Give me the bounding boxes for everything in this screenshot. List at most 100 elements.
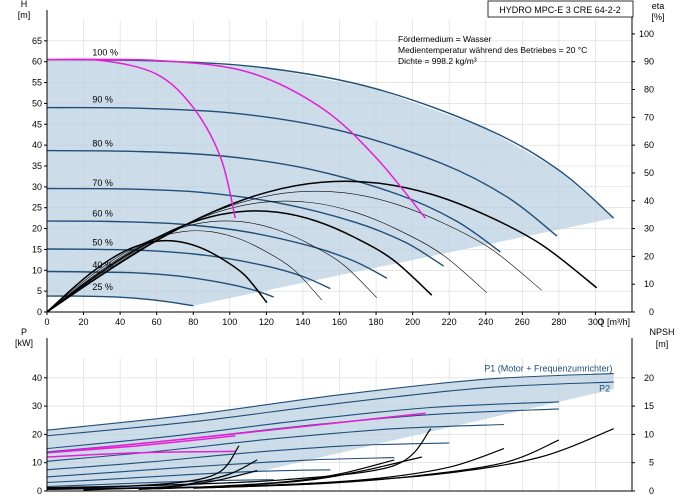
y-tick-label: 25 xyxy=(32,203,42,213)
x-tick-label: 200 xyxy=(405,317,420,327)
y-tick-label-right: 80 xyxy=(644,85,654,95)
y-tick-label-right: 50 xyxy=(644,168,654,178)
y-axis-label: H xyxy=(21,0,28,9)
efficiency-curve xyxy=(46,220,378,313)
x-tick-label: 260 xyxy=(515,317,530,327)
speed-curve xyxy=(46,187,445,267)
y-axis-unit-right: [%] xyxy=(651,12,664,22)
y-tick-label-right: 30 xyxy=(644,224,654,234)
efficiency-curve xyxy=(46,180,598,313)
p-tick-label: 30 xyxy=(32,401,42,411)
y-axis-unit: [m] xyxy=(18,10,31,20)
npsh-axis-unit: [m] xyxy=(656,339,669,349)
efficiency-curve xyxy=(46,230,323,313)
power-curve xyxy=(46,442,450,471)
x-tick-label: 140 xyxy=(295,317,310,327)
speed-curve xyxy=(46,220,388,279)
efficiency-curve xyxy=(46,239,268,313)
x-tick-label: 240 xyxy=(478,317,493,327)
y-tick-label: 40 xyxy=(32,140,42,150)
power-best-curve xyxy=(46,412,426,454)
power-curve xyxy=(46,423,505,462)
x-tick-label: 160 xyxy=(332,317,347,327)
y-tick-label: 15 xyxy=(32,244,42,254)
x-tick-label: 20 xyxy=(79,317,89,327)
y-tick-label: 55 xyxy=(32,78,42,88)
p-axis-unit: [kW] xyxy=(15,338,33,348)
efficiency-curve xyxy=(46,200,487,313)
x-tick-label: 220 xyxy=(442,317,457,327)
x-tick-label: 100 xyxy=(222,317,237,327)
speed-curve xyxy=(46,248,331,290)
annotation: Dichte = 998.2 kg/m³ xyxy=(398,56,477,66)
power-envelope xyxy=(47,373,614,490)
best-efficiency-curve xyxy=(46,58,426,219)
x-tick-label: 120 xyxy=(259,317,274,327)
speed-curve-label: 90 % xyxy=(92,95,113,105)
power-curve xyxy=(46,401,559,450)
y-tick-label: 35 xyxy=(32,161,42,171)
npsh-curve xyxy=(193,448,505,489)
npsh-curve xyxy=(138,459,395,490)
y-axis-label-right: eta xyxy=(652,1,665,11)
x-tick-label: 0 xyxy=(44,317,49,327)
y-tick-label: 45 xyxy=(32,119,42,129)
speed-curve-label: 60 % xyxy=(92,208,113,218)
y-tick-label-right: 20 xyxy=(644,251,654,261)
y-tick-label: 50 xyxy=(32,98,42,108)
y-tick-label-right: 60 xyxy=(644,140,654,150)
y-tick-label-right: 0 xyxy=(649,307,654,317)
x-tick-label: 80 xyxy=(188,317,198,327)
power-npsh-chart: 0 10 20 30 40 0 5 10 15 20 P[kW] NPSH [m] P1 (Motor +… xyxy=(15,327,675,496)
series-label: P2 xyxy=(599,383,610,393)
p-tick-label: 40 xyxy=(32,373,42,383)
y-tick-label-right: 10 xyxy=(644,279,654,289)
p-tick-label: 10 xyxy=(32,458,42,468)
npsh-axis-label: NPSH xyxy=(649,327,674,337)
power-curve xyxy=(46,373,614,431)
operating-envelope xyxy=(47,59,614,306)
npsh-tick-label: 15 xyxy=(644,401,654,411)
annotation: Medientemperatur während des Betriebes =… xyxy=(398,45,587,55)
x-tick-label: 180 xyxy=(369,317,384,327)
y-tick-label-right: 100 xyxy=(639,29,654,39)
npsh-curve-bold xyxy=(46,445,240,490)
speed-curve-label: 50 % xyxy=(92,238,113,248)
power-curve xyxy=(46,457,395,478)
y-tick-label: 60 xyxy=(32,57,42,67)
x-tick-label: 60 xyxy=(152,317,162,327)
p-axis-label: P xyxy=(21,327,27,337)
speed-curve-label: 100 % xyxy=(92,47,118,57)
series-label: P1 (Motor + Frequenzumrichter) xyxy=(484,364,612,374)
y-tick-label-right: 40 xyxy=(644,196,654,206)
power-best-curve xyxy=(46,450,236,458)
y-tick-label: 10 xyxy=(32,265,42,275)
y-tick-label: 20 xyxy=(32,224,42,234)
x-tick-label: 300 xyxy=(588,317,603,327)
title-box xyxy=(487,0,634,18)
annotation: Fördermedium = Wasser xyxy=(398,34,492,44)
speed-curve xyxy=(46,106,558,237)
y-tick-label-right: 70 xyxy=(644,112,654,122)
p-tick-label: 0 xyxy=(37,486,42,496)
speed-curve-label: 80 % xyxy=(92,138,113,148)
power-curve xyxy=(46,469,331,484)
power-curve xyxy=(46,381,614,437)
speed-curve-label: 70 % xyxy=(92,178,113,188)
npsh-tick-label: 0 xyxy=(649,486,654,496)
npsh-tick-label: 10 xyxy=(644,429,654,439)
speed-curve xyxy=(46,149,501,253)
npsh-curve-bold xyxy=(46,459,258,490)
y-tick-label: 30 xyxy=(32,182,42,192)
head-chart: 100 %90 %80 %70 %60 %50 %40 %25 %0 20 40 60… xyxy=(18,0,665,327)
y-tick-label: 65 xyxy=(32,36,42,46)
npsh-tick-label: 5 xyxy=(649,458,654,468)
speed-curve-label: 25 % xyxy=(92,282,113,292)
y-tick-label: 0 xyxy=(37,307,42,317)
efficiency-curve xyxy=(46,210,433,313)
speed-curve xyxy=(46,270,274,298)
speed-curve xyxy=(46,295,194,307)
power-curve xyxy=(46,479,274,488)
y-tick-label: 5 xyxy=(37,286,42,296)
